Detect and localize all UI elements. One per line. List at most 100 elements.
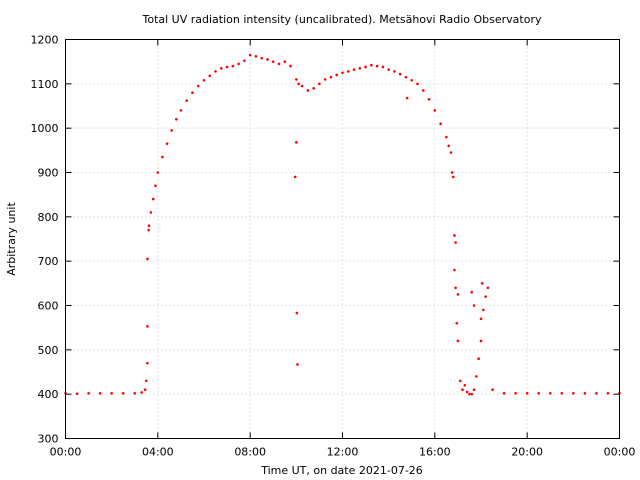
- data-point: [147, 224, 151, 227]
- data-point: [335, 73, 339, 77]
- data-point: [393, 70, 396, 73]
- data-point: [439, 122, 442, 126]
- data-point: [572, 391, 575, 395]
- data-point: [445, 135, 448, 139]
- data-point: [450, 171, 454, 174]
- y-tick-label: 1200: [31, 34, 59, 47]
- x-tick-label: 00:00: [50, 446, 82, 459]
- data-point: [447, 144, 450, 148]
- data-point: [196, 84, 200, 88]
- data-point: [341, 71, 344, 75]
- data-point: [293, 175, 297, 179]
- data-point: [318, 82, 321, 86]
- data-point: [484, 295, 487, 298]
- data-point: [370, 63, 373, 67]
- data-point: [548, 391, 552, 395]
- data-point: [453, 234, 456, 237]
- x-tick-label: 08:00: [234, 446, 266, 459]
- data-point: [606, 391, 610, 395]
- data-point: [486, 286, 490, 290]
- data-point: [449, 151, 453, 154]
- data-point: [296, 363, 299, 366]
- x-tick-label: 12:00: [327, 446, 359, 459]
- data-point: [161, 155, 164, 159]
- data-point: [454, 241, 457, 244]
- data-point: [144, 379, 148, 383]
- data-point: [220, 67, 223, 70]
- data-point: [295, 78, 298, 81]
- data-point: [479, 317, 483, 321]
- data-point: [87, 391, 90, 395]
- data-point: [427, 98, 431, 101]
- data-point: [121, 391, 125, 395]
- data-point: [375, 64, 379, 68]
- data-point: [260, 56, 264, 60]
- data-point: [154, 184, 157, 188]
- data-point: [191, 91, 194, 94]
- data-point: [146, 361, 149, 365]
- data-point: [491, 388, 494, 392]
- data-point: [525, 391, 529, 395]
- data-point: [477, 357, 480, 361]
- y-tick-label: 600: [38, 300, 59, 313]
- data-point: [243, 59, 246, 63]
- data-point: [225, 65, 229, 69]
- data-point: [133, 391, 137, 395]
- data-point: [465, 390, 469, 394]
- chart-title: Total UV radiation intensity (uncalibrat…: [142, 13, 542, 26]
- data-point: [470, 290, 474, 294]
- y-tick-label: 1100: [31, 78, 59, 91]
- data-point: [110, 391, 113, 395]
- data-point: [482, 308, 485, 312]
- x-tick-label: 16:00: [419, 446, 451, 459]
- data-point: [140, 391, 143, 394]
- data-point: [146, 325, 149, 328]
- data-point: [149, 211, 153, 214]
- data-point: [458, 379, 462, 383]
- data-point: [346, 70, 350, 73]
- data-point: [461, 388, 464, 392]
- data-point: [75, 392, 79, 396]
- data-point: [452, 175, 455, 179]
- data-point: [98, 391, 102, 395]
- data-point: [306, 89, 310, 92]
- data-point: [295, 311, 299, 315]
- data-point: [323, 78, 327, 81]
- data-point: [456, 339, 460, 343]
- x-tick-label: 04:00: [142, 446, 174, 459]
- data-point: [381, 65, 385, 69]
- data-point: [329, 75, 333, 79]
- data-point: [165, 142, 169, 145]
- data-point: [237, 62, 240, 66]
- y-tick-label: 700: [38, 255, 59, 268]
- data-point: [475, 375, 478, 378]
- data-point: [289, 64, 292, 68]
- data-point: [472, 388, 476, 392]
- y-tick-label: 800: [38, 211, 59, 224]
- data-point: [266, 58, 269, 61]
- data-point: [277, 62, 281, 66]
- data-point: [405, 96, 409, 100]
- data-point: [175, 118, 178, 121]
- y-tick-label: 1000: [31, 122, 59, 135]
- data-point: [455, 321, 459, 325]
- data-point: [248, 53, 252, 57]
- data-point: [156, 171, 160, 174]
- data-point: [254, 55, 258, 58]
- data-point: [468, 392, 471, 396]
- data-point: [560, 391, 564, 395]
- y-axis-label: Arbitrary unit: [5, 202, 18, 276]
- data-point: [271, 60, 275, 63]
- grid-lines: [65, 39, 620, 439]
- data-point: [208, 74, 212, 78]
- data-point: [170, 129, 173, 132]
- data-point: [470, 392, 474, 396]
- y-tick-label: 500: [38, 344, 59, 357]
- data-point: [479, 339, 483, 343]
- data-point: [472, 304, 476, 307]
- data-point: [595, 391, 598, 395]
- data-points: [64, 53, 621, 396]
- y-tick-label: 900: [38, 167, 59, 180]
- data-point: [398, 72, 402, 76]
